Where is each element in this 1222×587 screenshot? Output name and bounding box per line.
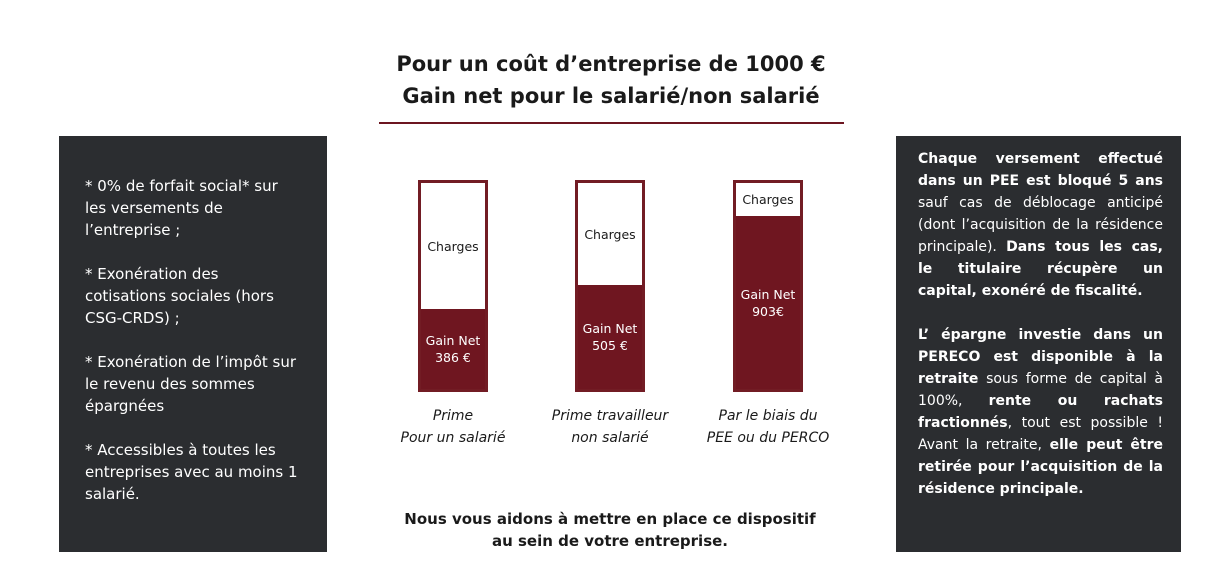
bar-gain-area: Gain Net 505 €	[578, 285, 642, 389]
bar-charges-area: Charges	[578, 183, 642, 285]
bar-caption-line-2: non salarié	[571, 430, 649, 446]
left-info-panel: * 0% de forfait social* sur les versemen…	[59, 136, 327, 552]
left-panel-item: * 0% de forfait social* sur les versemen…	[85, 177, 278, 239]
left-panel-item: * Accessibles à toutes les entreprises a…	[85, 441, 298, 503]
bar-charges-label: Charges	[427, 238, 479, 254]
pereco-paragraph: L’ épargne investie dans un PERECO est d…	[918, 324, 1163, 500]
title-line-1: Pour un coût d’entreprise de 1000 €	[396, 52, 826, 76]
bar-gain-value: 386 €	[435, 350, 471, 365]
pereco-bold-1: L’ épargne investie dans un PERECO est d…	[918, 327, 1163, 387]
pee-paragraph: Chaque versement effectué dans un PEE es…	[918, 148, 1163, 302]
title-line-2: Gain net pour le salarié/non salarié	[402, 84, 820, 108]
bar-charges-area: Charges	[736, 183, 800, 216]
pereco-bold-2: rente ou rachats fractionnés	[918, 393, 1163, 431]
bar-gain-label: Gain Net	[425, 333, 481, 348]
pee-text-1: sauf cas de déblocage anticipé (dont l’a…	[918, 195, 1163, 255]
bar-charges-label: Charges	[742, 192, 794, 207]
bar-prime-salarie: Charges Gain Net 386 €	[418, 180, 488, 392]
page-title: Pour un coût d’entreprise de 1000 € Gain…	[340, 48, 882, 112]
bar-caption-line-1: Par le biais du	[718, 408, 818, 424]
bar-gain-label: Gain Net	[582, 321, 638, 336]
bar-caption: Prime Pour un salarié	[378, 405, 528, 449]
pee-bold-1: Chaque versement effectué dans un PEE es…	[918, 151, 1163, 189]
bar-caption-line-1: Prime travailleur	[551, 408, 669, 424]
bar-caption-line-2: PEE ou du PERCO	[706, 430, 830, 446]
bar-caption-line-2: Pour un salarié	[400, 430, 506, 446]
bar-charges-label: Charges	[584, 226, 636, 242]
footer-line-1: Nous vous aidons à mettre en place ce di…	[404, 510, 816, 528]
bar-caption-line-1: Prime	[432, 408, 474, 424]
left-panel-item: * Exonération des cotisations sociales (…	[85, 265, 274, 327]
pereco-bold-3: elle peut être retirée pour l’acquisitio…	[918, 437, 1163, 497]
bar-caption: Prime travailleur non salarié	[535, 405, 685, 449]
bar-charges-area: Charges	[421, 183, 485, 309]
footer-line-2: au sein de votre entreprise.	[491, 532, 728, 550]
right-info-panel: Chaque versement effectué dans un PEE es…	[896, 136, 1181, 552]
bar-prime-non-salarie: Charges Gain Net 505 €	[575, 180, 645, 392]
bar-gain-area: Gain Net 386 €	[421, 309, 485, 389]
bar-gain-value: 903€	[752, 304, 784, 319]
bar-pee-perco: Charges Gain Net 903€	[733, 180, 803, 392]
bar-gain-label: Gain Net	[740, 287, 796, 302]
title-divider	[379, 122, 844, 124]
bar-gain-value: 505 €	[592, 338, 628, 353]
footer-cta-text: Nous vous aidons à mettre en place ce di…	[380, 508, 840, 552]
pereco-text-1: sous forme de capital à 100%,	[918, 371, 1163, 409]
pee-bold-2: Dans tous les cas, le titulaire récupère…	[918, 239, 1164, 299]
pereco-text-2: , tout est possible ! Avant la retraite,	[918, 415, 1163, 453]
left-panel-item: * Exonération de l’impôt sur le revenu d…	[85, 353, 297, 415]
bar-gain-area: Gain Net 903€	[736, 216, 800, 389]
bar-caption: Par le biais du PEE ou du PERCO	[693, 405, 843, 449]
